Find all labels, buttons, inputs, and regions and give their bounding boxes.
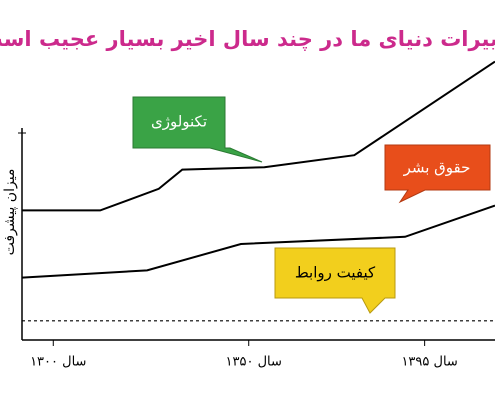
x-tick-label: سال ۱۳۵۰ <box>226 355 282 370</box>
line <box>21 204 495 279</box>
series-label: حقوق بشر <box>403 159 471 177</box>
line <box>22 60 495 212</box>
callout-tech: تکنولوژی <box>132 96 263 163</box>
callout-relations: کیفیت روابط <box>274 247 396 314</box>
callout-rights: حقوق بشر <box>384 144 491 204</box>
y-axis-label: میزان پیشرفت <box>2 169 18 256</box>
x-tick-label: سال ۱۳۹۵ <box>401 355 457 370</box>
series-label: کیفیت روابط <box>295 264 376 282</box>
series-label: تکنولوژی <box>151 113 207 131</box>
chart-title: تغییرات دنیای ما در چند سال اخیر بسیار ع… <box>0 27 495 51</box>
x-tick-label: سال ۱۳۰۰ <box>30 355 86 370</box>
